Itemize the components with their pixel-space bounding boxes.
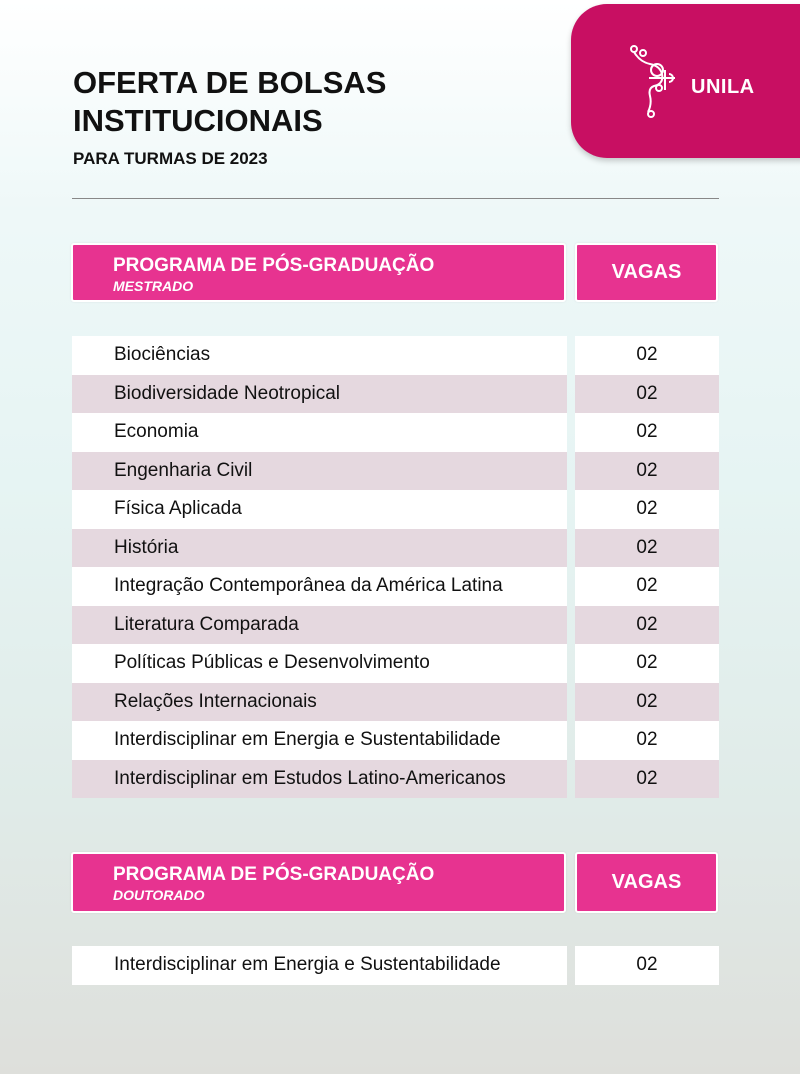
vagas-count: 02 bbox=[575, 336, 719, 375]
doutorado-vagas-header: VAGAS bbox=[575, 852, 718, 913]
title-line-1: OFERTA DE BOLSAS bbox=[73, 65, 387, 100]
header-level: DOUTORADO bbox=[113, 887, 205, 903]
program-name: Interdisciplinar em Energia e Sustentabi… bbox=[72, 946, 567, 985]
vagas-count: 02 bbox=[575, 567, 719, 606]
header-level: MESTRADO bbox=[113, 278, 194, 294]
vagas-count: 02 bbox=[575, 759, 719, 798]
program-name: Relações Internacionais bbox=[72, 682, 567, 721]
table-row: Integração Contemporânea da América Lati… bbox=[72, 567, 719, 606]
program-name: Interdisciplinar em Estudos Latino-Ameri… bbox=[72, 759, 567, 798]
program-name: História bbox=[72, 528, 567, 567]
table-row: Interdisciplinar em Estudos Latino-Ameri… bbox=[72, 759, 719, 798]
table-row: História 02 bbox=[72, 528, 719, 567]
table-row: Biociências 02 bbox=[72, 336, 719, 375]
header-title: PROGRAMA DE PÓS-GRADUAÇÃO bbox=[113, 864, 435, 885]
program-name: Física Aplicada bbox=[72, 490, 567, 529]
table-row: Políticas Públicas e Desenvolvimento 02 bbox=[72, 644, 719, 683]
unila-emblem-icon bbox=[630, 45, 675, 118]
table-row: Engenharia Civil 02 bbox=[72, 451, 719, 490]
program-name: Biodiversidade Neotropical bbox=[72, 374, 567, 413]
page-subtitle: PARA TURMAS DE 2023 bbox=[73, 149, 268, 168]
program-name: Integração Contemporânea da América Lati… bbox=[72, 567, 567, 606]
table-row: Interdisciplinar em Energia e Sustentabi… bbox=[72, 946, 719, 985]
mestrado-vagas-header: VAGAS bbox=[575, 243, 718, 302]
table-row: Biodiversidade Neotropical 02 bbox=[72, 374, 719, 413]
program-name: Engenharia Civil bbox=[72, 451, 567, 490]
divider bbox=[72, 198, 719, 199]
page-title: OFERTA DE BOLSAS INSTITUCIONAIS bbox=[73, 64, 386, 140]
program-name: Economia bbox=[72, 413, 567, 452]
doutorado-table: Interdisciplinar em Energia e Sustentabi… bbox=[72, 946, 719, 985]
logo-text: UNILA bbox=[691, 76, 755, 98]
unila-logo: UNILA bbox=[571, 4, 800, 158]
table-row: Física Aplicada 02 bbox=[72, 490, 719, 529]
mestrado-table: Biociências 02 Biodiversidade Neotropical 0… bbox=[72, 336, 719, 798]
doutorado-program-header: PROGRAMA DE PÓS-GRADUAÇÃO DOUTORADO bbox=[71, 852, 566, 913]
vagas-count: 02 bbox=[575, 644, 719, 683]
vagas-count: 02 bbox=[575, 721, 719, 760]
mestrado-program-header: PROGRAMA DE PÓS-GRADUAÇÃO MESTRADO bbox=[71, 243, 566, 302]
program-name: Políticas Públicas e Desenvolvimento bbox=[72, 644, 567, 683]
vagas-count: 02 bbox=[575, 374, 719, 413]
table-row: Literatura Comparada 02 bbox=[72, 605, 719, 644]
program-name: Biociências bbox=[72, 336, 567, 375]
header-title: PROGRAMA DE PÓS-GRADUAÇÃO bbox=[113, 255, 435, 276]
vagas-count: 02 bbox=[575, 451, 719, 490]
table-row: Interdisciplinar em Energia e Sustentabi… bbox=[72, 721, 719, 760]
title-line-2: INSTITUCIONAIS bbox=[73, 103, 323, 138]
vagas-count: 02 bbox=[575, 413, 719, 452]
vagas-count: 02 bbox=[575, 682, 719, 721]
vagas-count: 02 bbox=[575, 946, 719, 985]
program-name: Literatura Comparada bbox=[72, 605, 567, 644]
vagas-count: 02 bbox=[575, 490, 719, 529]
vagas-count: 02 bbox=[575, 528, 719, 567]
table-row: Economia 02 bbox=[72, 413, 719, 452]
vagas-count: 02 bbox=[575, 605, 719, 644]
program-name: Interdisciplinar em Energia e Sustentabi… bbox=[72, 721, 567, 760]
table-row: Relações Internacionais 02 bbox=[72, 682, 719, 721]
